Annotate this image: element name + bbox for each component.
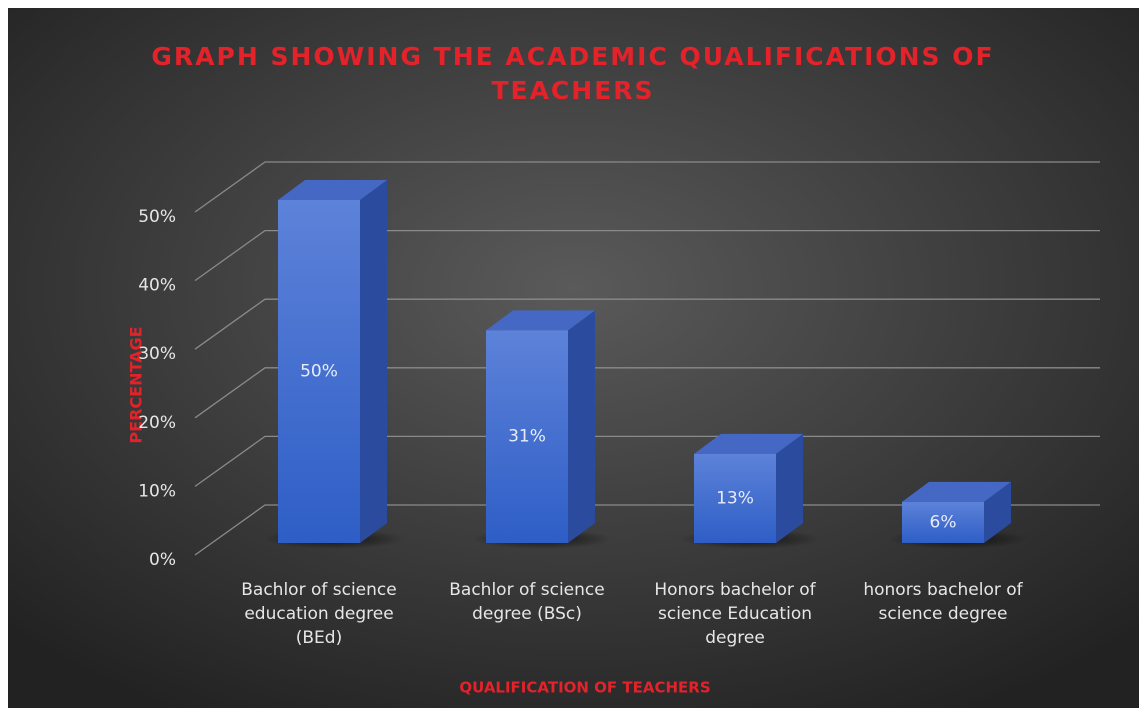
data-label: 6% — [930, 512, 957, 532]
bar-front — [278, 200, 360, 543]
bar-top — [278, 180, 387, 200]
y-axis-label: PERCENTAGE — [127, 326, 146, 443]
bar-top — [486, 310, 595, 331]
x-tick-label: Honors bachelor of science Education deg… — [654, 580, 816, 648]
data-label: 31% — [508, 427, 546, 447]
y-tick-label: 50% — [138, 207, 176, 227]
data-label: 50% — [300, 362, 338, 382]
bar-front — [486, 330, 568, 543]
bar-top — [902, 481, 1011, 502]
x-axis-label: QUALIFICATION OF TEACHERS — [459, 679, 710, 697]
bar — [902, 481, 1011, 543]
y-tick-label: 0% — [149, 550, 176, 570]
chart-title: GRAPH SHOWING THE ACADEMIC QUALIFICATION… — [151, 42, 994, 105]
bar-side — [568, 310, 595, 543]
grid-line — [194, 229, 1100, 282]
bar-side — [984, 481, 1011, 543]
x-tick-label: honors bachelor of science degree — [863, 580, 1023, 624]
bar — [694, 433, 803, 543]
bar-side — [360, 180, 387, 543]
grid-line — [194, 435, 1100, 487]
grid-line — [194, 161, 1100, 213]
y-tick-label: 30% — [138, 344, 176, 364]
y-tick-label: 20% — [138, 413, 176, 433]
y-tick-label: 40% — [138, 276, 176, 296]
grid-line — [194, 298, 1100, 350]
bar — [486, 310, 595, 543]
data-label: 13% — [716, 488, 754, 508]
grid-line — [194, 504, 1100, 556]
bar-top — [694, 433, 803, 454]
bar-front — [902, 501, 984, 543]
y-tick-label: 10% — [138, 481, 176, 501]
bar — [278, 180, 387, 543]
bar-front — [694, 453, 776, 543]
bar-side — [776, 433, 803, 543]
grid-line — [194, 367, 1100, 419]
x-tick-label: Bachlor of science education degree (BEd… — [241, 580, 397, 648]
x-tick-label: Bachlor of science degree (BSc) — [449, 580, 605, 624]
